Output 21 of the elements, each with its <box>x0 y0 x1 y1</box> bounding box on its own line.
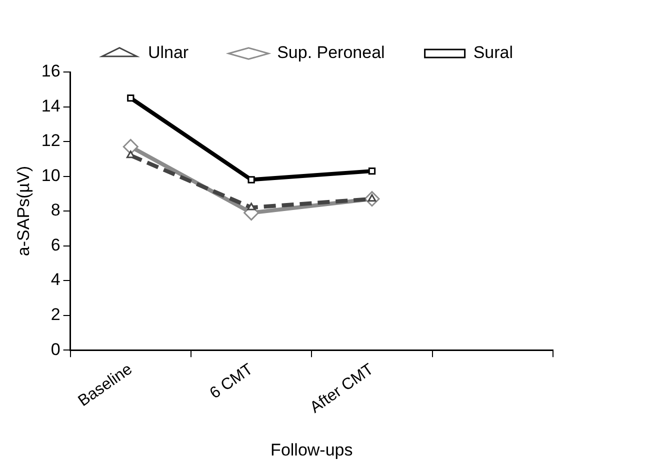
x-tick-label: After CMT <box>307 360 377 417</box>
y-tick-label: 4 <box>50 270 60 290</box>
y-tick-label: 8 <box>50 200 60 220</box>
point <box>248 176 255 184</box>
y-tick-label: 14 <box>41 96 60 116</box>
point <box>247 202 256 210</box>
y-tick-label: 12 <box>41 131 60 150</box>
x-tick-label: 6 CMT <box>207 360 256 402</box>
y-tick-label: 10 <box>41 166 60 185</box>
legend-label: Ulnar <box>148 43 189 62</box>
point <box>368 167 376 175</box>
x-axis-title: Follow-ups <box>270 440 353 460</box>
point <box>122 138 138 154</box>
legend-label: Sural <box>473 43 513 62</box>
y-axis-title: a-SAPs(µV) <box>14 166 33 256</box>
y-tick-label: 2 <box>50 304 60 324</box>
legend-label: Sup. Peroneal <box>277 43 385 62</box>
y-tick-label: 0 <box>50 340 60 359</box>
point <box>127 94 134 102</box>
y-tick-label: 16 <box>41 62 60 81</box>
y-tick-label: 6 <box>50 235 60 254</box>
